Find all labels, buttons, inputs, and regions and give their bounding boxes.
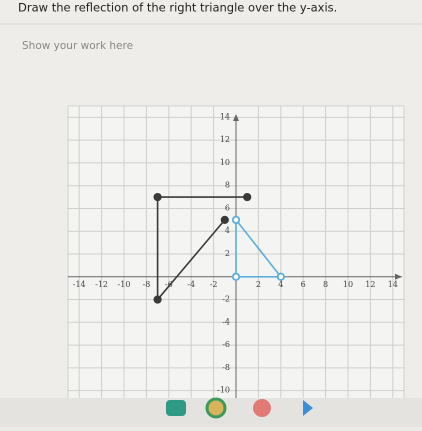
- drawing-point: [220, 215, 229, 224]
- app-icon[interactable]: [253, 399, 271, 417]
- y-tick-label: 8: [225, 181, 230, 190]
- y-tick-label: -8: [222, 363, 230, 372]
- axis-arrow: [233, 114, 239, 121]
- y-tick-label: 2: [225, 249, 230, 258]
- app-icon[interactable]: [166, 400, 186, 416]
- placeholder[interactable]: Show your work here: [22, 40, 133, 52]
- y-tick-label: -4: [222, 317, 230, 326]
- y-tick-label: 4: [225, 226, 230, 235]
- drawing-point: [243, 192, 252, 202]
- x-tick-label: -10: [118, 280, 131, 289]
- plot[interactable]: -14 -12 -10 -8 -6 -4 -2 2 4 6 8 10 12 14 14 12 10 8 6 4 2 -2 -…: [67, 105, 405, 403]
- app-icon[interactable]: [205, 397, 227, 419]
- y-tick-label: 10: [220, 158, 230, 167]
- x-tick-label: -2: [210, 280, 218, 289]
- x-tick-label: -8: [143, 280, 151, 289]
- app-icon[interactable]: [303, 400, 313, 416]
- y-tick-label: -2: [222, 295, 230, 304]
- y-tick-label: 14: [220, 112, 230, 121]
- x-tick-label: -6: [165, 280, 173, 289]
- x-tick-label: 6: [301, 280, 306, 289]
- y-tick-label: 12: [220, 135, 230, 144]
- x-tick-label: 10: [343, 280, 353, 289]
- triangle-point: [231, 272, 241, 281]
- x-tick-label: 12: [365, 280, 375, 289]
- x-tick-label: 2: [256, 280, 261, 289]
- triangle-point: [231, 215, 241, 224]
- x-tick-label: -14: [73, 280, 86, 289]
- y-tick-label: 6: [225, 203, 230, 212]
- y-tick-label: -6: [222, 340, 230, 349]
- drawing-point: [153, 192, 162, 202]
- question: Draw the reflection of the right triangl…: [18, 1, 337, 15]
- x-tick-label: -4: [187, 280, 195, 289]
- triangle-point: [276, 272, 285, 281]
- drawing-outline: [156, 196, 248, 302]
- x-tick-label: 4: [278, 280, 283, 289]
- drawing-point: [153, 295, 162, 304]
- y-tick-label: -10: [217, 386, 230, 395]
- x-tick-label: -12: [95, 280, 108, 289]
- x-tick-label: 8: [323, 280, 328, 289]
- x-tick-label: 14: [388, 280, 398, 289]
- triangle-outline: [235, 217, 283, 278]
- axis-arrow: [395, 273, 402, 280]
